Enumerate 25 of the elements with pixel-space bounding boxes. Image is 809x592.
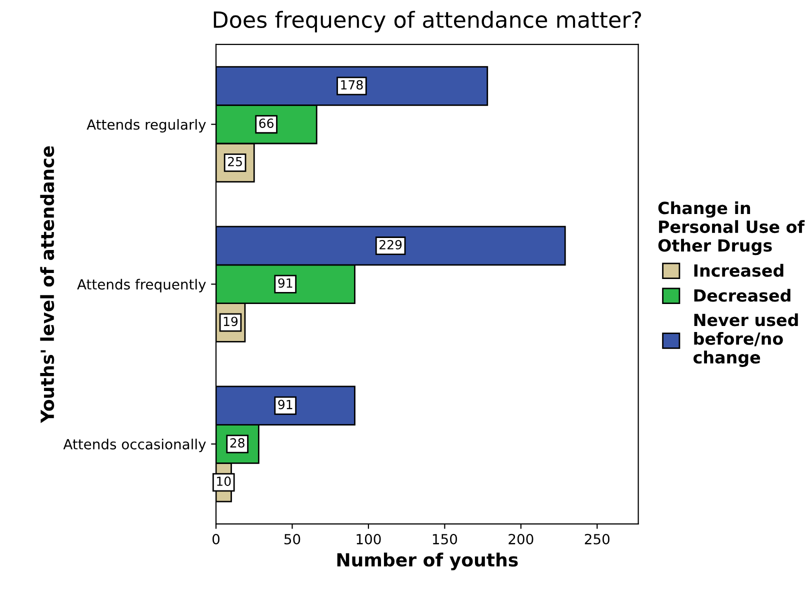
chart-title: Does frequency of attendance matter? [214,10,642,32]
data-label: 229 [380,240,402,250]
y-tick-label: Attends frequently [77,278,206,292]
y-tick-label: Attends occasionally [63,438,206,452]
data-label: 10 [217,476,231,486]
x-tick-label: 0 [212,534,220,544]
legend-title: Change in Personal Use of Other Drugs [658,201,805,256]
data-label: 28 [230,438,244,448]
data-label: 178 [341,80,363,90]
x-axis-title: Number of youths [337,552,518,570]
data-label: 66 [259,118,274,128]
y-axis-title: Youths' level of attendance [40,146,54,424]
legend-label: Increased [694,264,784,277]
data-label: 19 [224,316,238,326]
x-tick-label: 100 [356,534,381,544]
legend-label: Never used before/no change [694,313,798,367]
x-tick-label: 200 [508,534,534,544]
x-tick-label: 250 [584,534,610,544]
x-tick-label: 50 [284,534,300,544]
data-label: 91 [278,278,292,288]
data-label: 91 [278,400,292,410]
x-tick-label: 150 [432,534,458,544]
legend-label: Decreased [694,288,790,302]
data-label: 25 [228,156,242,166]
y-tick-label: Attends regularly [86,119,206,132]
